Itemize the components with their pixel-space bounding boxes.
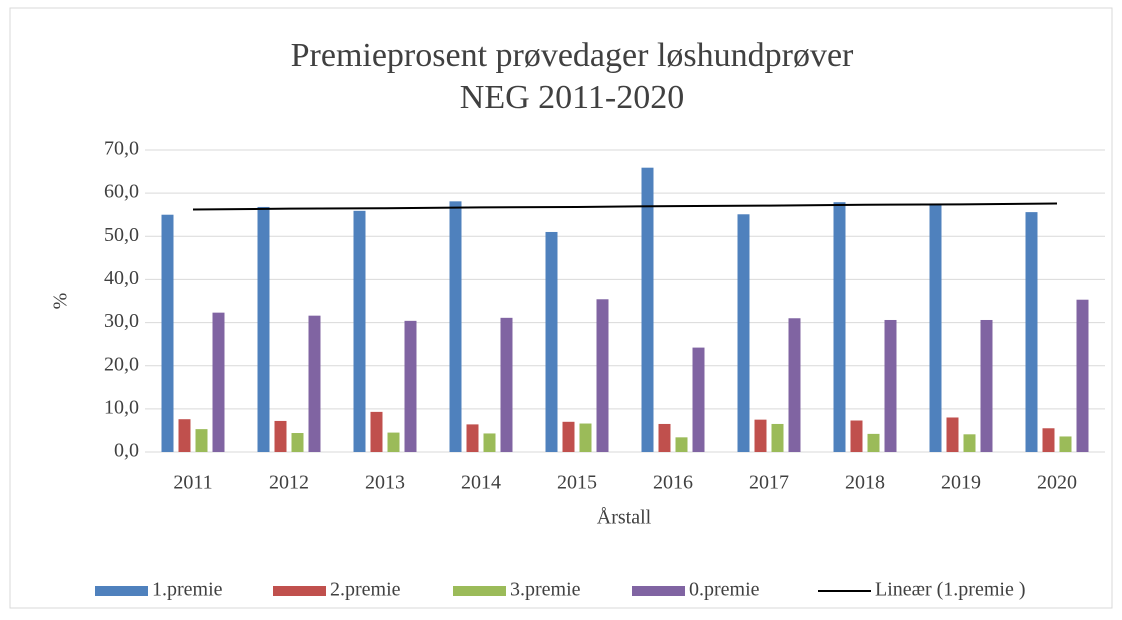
bar — [884, 319, 897, 452]
bar — [212, 312, 225, 452]
x-axis-title: Årstall — [597, 507, 652, 529]
bar — [387, 432, 400, 452]
bar — [850, 420, 863, 452]
legend-label: Lineær (1.premie ) — [875, 579, 1026, 601]
chart-border — [9, 7, 1113, 609]
x-tick-label: 2013 — [365, 472, 405, 494]
bar — [658, 423, 671, 452]
bar — [596, 299, 609, 452]
y-tick-label: 50,0 — [104, 224, 139, 246]
bar — [308, 315, 321, 452]
bar — [1025, 212, 1038, 452]
legend-swatch — [632, 586, 685, 596]
legend-label: 3.premie — [510, 579, 581, 601]
bar — [929, 204, 942, 452]
bar — [257, 206, 270, 452]
y-tick-label: 0,0 — [114, 440, 139, 462]
bar — [963, 434, 976, 452]
y-tick-label: 30,0 — [104, 310, 139, 332]
bar — [370, 411, 383, 452]
bar — [833, 202, 846, 452]
y-tick-label: 40,0 — [104, 267, 139, 289]
bar — [771, 423, 784, 452]
y-tick-label: 20,0 — [104, 353, 139, 375]
x-tick-label: 2016 — [653, 472, 693, 494]
bar — [466, 424, 479, 452]
bar — [946, 417, 959, 452]
bar — [1059, 436, 1072, 452]
bar — [500, 317, 513, 452]
x-tick-label: 2017 — [749, 472, 789, 494]
legend-swatch — [453, 586, 506, 596]
trendline — [192, 202, 1058, 211]
y-tick-label: 10,0 — [104, 396, 139, 418]
legend-swatch — [95, 586, 148, 596]
bar — [1076, 299, 1089, 452]
y-axis-title: % — [50, 293, 72, 310]
bar — [579, 423, 592, 452]
bar — [353, 210, 366, 452]
x-tick-label: 2019 — [941, 472, 981, 494]
y-tick-label: 60,0 — [104, 181, 139, 203]
bar — [404, 320, 417, 452]
x-tick-label: 2012 — [269, 472, 309, 494]
bar — [692, 347, 705, 452]
bar — [449, 201, 462, 452]
x-tick-label: 2020 — [1037, 472, 1077, 494]
bar — [1042, 428, 1055, 452]
x-tick-label: 2015 — [557, 472, 597, 494]
x-tick-label: 2018 — [845, 472, 885, 494]
bar — [562, 421, 575, 452]
bar — [545, 231, 558, 452]
legend-label: 2.premie — [330, 579, 401, 601]
bar — [737, 214, 750, 452]
bar — [788, 318, 801, 452]
bar — [291, 433, 304, 452]
legend-label: 0.premie — [689, 579, 760, 601]
x-tick-label: 2014 — [461, 472, 501, 494]
bar — [754, 419, 767, 452]
bar — [980, 319, 993, 452]
bar — [483, 433, 496, 452]
chart-title: NEG 2011-2020 — [460, 79, 684, 116]
y-tick-label: 70,0 — [104, 138, 139, 160]
chart-title: Premieprosent prøvedager løshundprøver — [291, 37, 854, 74]
legend-label: 1.premie — [152, 579, 223, 601]
bar — [675, 437, 688, 452]
bar — [867, 433, 880, 452]
bar — [161, 214, 174, 452]
x-tick-label: 2011 — [173, 472, 212, 494]
bar — [178, 419, 191, 452]
bar — [195, 429, 208, 452]
legend-swatch — [273, 586, 326, 596]
bar — [641, 167, 654, 452]
bar — [274, 420, 287, 452]
